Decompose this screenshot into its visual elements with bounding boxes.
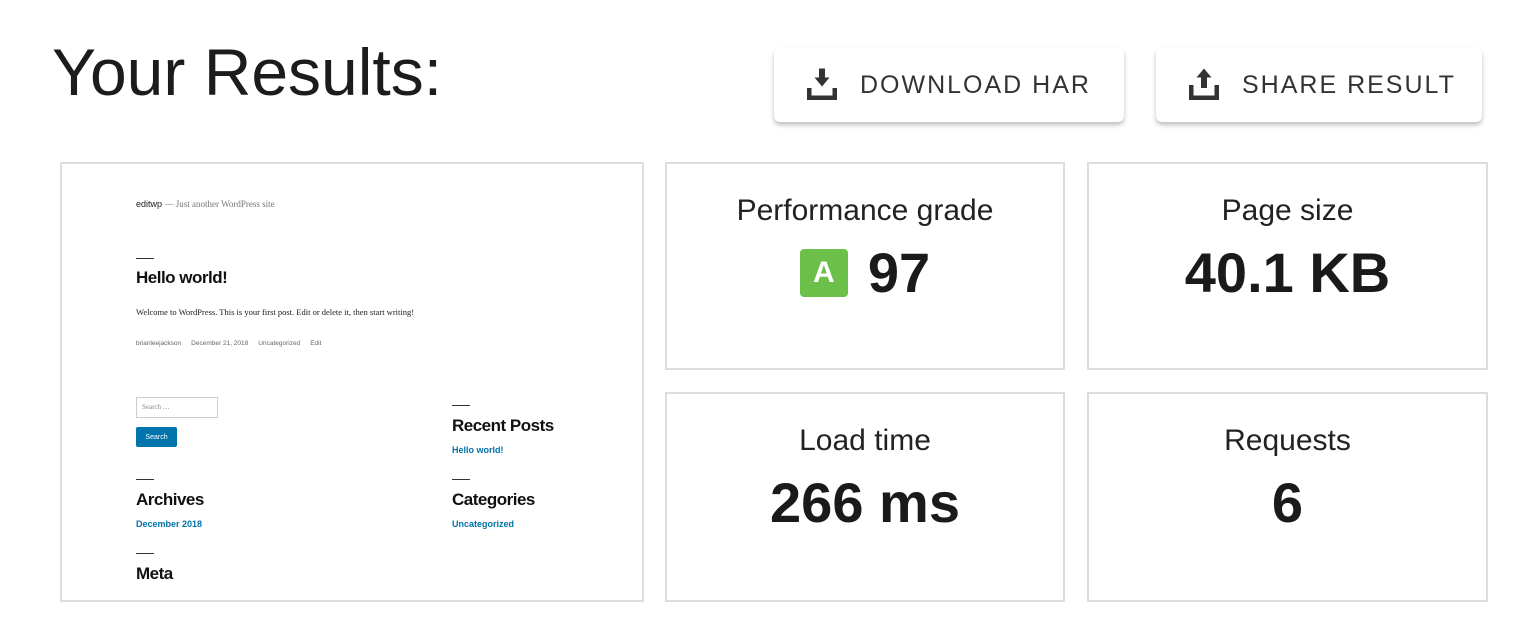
requests-card: Requests 6: [1087, 392, 1488, 602]
post-edit: Edit: [310, 340, 322, 347]
divider: [452, 405, 470, 406]
page-screenshot-thumbnail: editwp — Just another WordPress site Hel…: [60, 162, 644, 602]
recent-post-link: Hello world!: [452, 445, 504, 455]
performance-grade-value: 97: [867, 241, 931, 304]
page-size-card: Page size 40.1 KB: [1087, 162, 1488, 370]
meta-title: Meta: [136, 564, 173, 583]
download-icon: [807, 68, 837, 100]
site-tagline: — Just another WordPress site: [164, 199, 275, 209]
thumb-search-button: Search: [136, 427, 177, 447]
page-size-label: Page size: [1221, 194, 1354, 227]
grade-badge: A: [799, 248, 848, 297]
categories-title: Categories: [452, 490, 535, 509]
post-category: Uncategorized: [258, 340, 301, 347]
load-time-card: Load time 266 ms: [665, 392, 1065, 602]
archive-link: December 2018: [136, 519, 203, 529]
load-time-label: Load time: [799, 424, 931, 457]
recent-posts-title: Recent Posts: [452, 416, 554, 435]
download-har-button[interactable]: DOWNLOAD HAR: [774, 48, 1124, 122]
divider: [136, 258, 154, 259]
page-size-value: 40.1 KB: [1184, 241, 1391, 304]
category-link: Uncategorized: [452, 519, 515, 529]
post-author: brianleejackson: [136, 340, 182, 347]
divider: [452, 479, 470, 480]
post-title: Hello world!: [136, 268, 228, 287]
divider: [136, 553, 154, 554]
requests-label: Requests: [1224, 424, 1351, 457]
post-body: Welcome to WordPress. This is your first…: [136, 307, 415, 317]
performance-grade-card: Performance grade A 97: [665, 162, 1065, 370]
post-meta: brianleejackson December 21, 2018 Uncate…: [136, 340, 321, 347]
page-title: Your Results:: [52, 35, 443, 109]
archives-title: Archives: [136, 490, 204, 509]
share-result-button[interactable]: SHARE RESULT: [1156, 48, 1482, 122]
thumb-search-input: Search …: [136, 397, 218, 418]
requests-value: 6: [1271, 471, 1304, 534]
share-result-label: SHARE RESULT: [1242, 70, 1456, 99]
download-har-label: DOWNLOAD HAR: [860, 70, 1091, 99]
site-name: editwp: [136, 199, 163, 209]
post-date: December 21, 2018: [191, 340, 249, 347]
share-icon: [1189, 68, 1219, 100]
load-time-value: 266 ms: [770, 471, 960, 534]
divider: [136, 479, 154, 480]
performance-grade-label: Performance grade: [736, 194, 994, 227]
